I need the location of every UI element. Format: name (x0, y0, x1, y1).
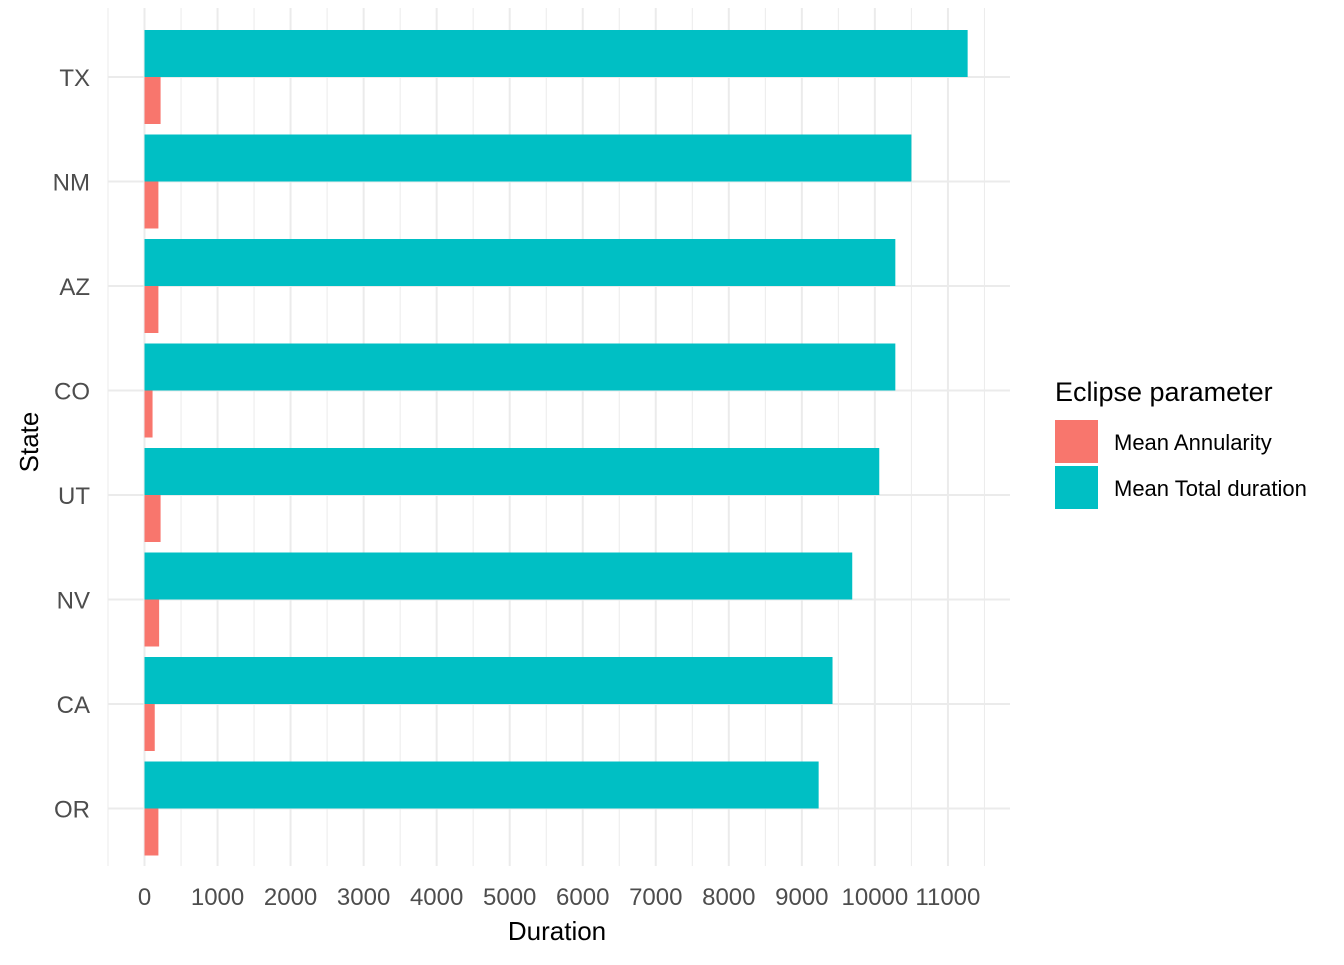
bar-annularity-tx (144, 77, 161, 124)
y-axis-title: State (14, 412, 44, 473)
legend: Eclipse parameter Mean Annularity Mean To… (1055, 377, 1307, 509)
bar-annularity-ut (144, 495, 161, 542)
y-tick-label-nm: NM (53, 170, 90, 197)
legend-label: Mean Total duration (1114, 476, 1307, 501)
bar-total-duration-az (144, 239, 896, 286)
x-tick-label: 3000 (337, 884, 390, 911)
bar-total-duration-nv (144, 552, 853, 600)
bar-annularity-co (144, 390, 153, 438)
legend-key (1055, 420, 1098, 463)
bar-total-duration-nm (144, 134, 912, 182)
legend-key (1055, 466, 1098, 509)
x-tick-label: 6000 (556, 884, 609, 911)
bar-annularity-ca (144, 704, 155, 751)
bar-total-duration-or (144, 761, 819, 809)
x-axis-title: Duration (508, 916, 606, 946)
x-axis-tick-labels: 0 1000 2000 3000 4000 5000 6000 7000 8000 9000 100… (138, 884, 981, 911)
bar-total-duration-tx (144, 30, 968, 77)
bar-annularity-nm (144, 181, 159, 229)
x-tick-label: 8000 (702, 884, 755, 911)
legend-title: Eclipse parameter (1055, 377, 1273, 407)
x-tick-label: 1000 (191, 884, 244, 911)
y-tick-label-ut: UT (58, 483, 90, 510)
bar-total-duration-co (144, 343, 896, 391)
bar-total-duration-ut (144, 448, 880, 495)
y-tick-label-az: AZ (59, 274, 90, 301)
bars (144, 30, 968, 856)
bar-annularity-or (144, 808, 159, 856)
y-tick-label-co: CO (54, 379, 90, 406)
y-tick-label-ca: CA (57, 692, 90, 719)
bar-annularity-nv (144, 599, 160, 647)
x-tick-label: 5000 (483, 884, 536, 911)
x-tick-label: 9000 (775, 884, 828, 911)
y-axis-tick-labels: TX NM AZ CO UT NV CA OR (53, 65, 91, 824)
legend-label: Mean Annularity (1114, 430, 1272, 455)
x-tick-label: 10000 (842, 884, 909, 911)
x-tick-label: 2000 (264, 884, 317, 911)
bar-total-duration-ca (144, 657, 833, 704)
bar-annularity-az (144, 286, 159, 333)
y-tick-label-or: OR (54, 797, 90, 824)
legend-entries: Mean Annularity Mean Total duration (1055, 420, 1307, 509)
y-tick-label-nv: NV (57, 588, 90, 615)
y-tick-label-tx: TX (59, 65, 90, 92)
x-tick-label: 11000 (915, 884, 980, 911)
x-tick-label: 0 (138, 884, 151, 911)
x-tick-label: 7000 (629, 884, 682, 911)
x-tick-label: 4000 (410, 884, 463, 911)
